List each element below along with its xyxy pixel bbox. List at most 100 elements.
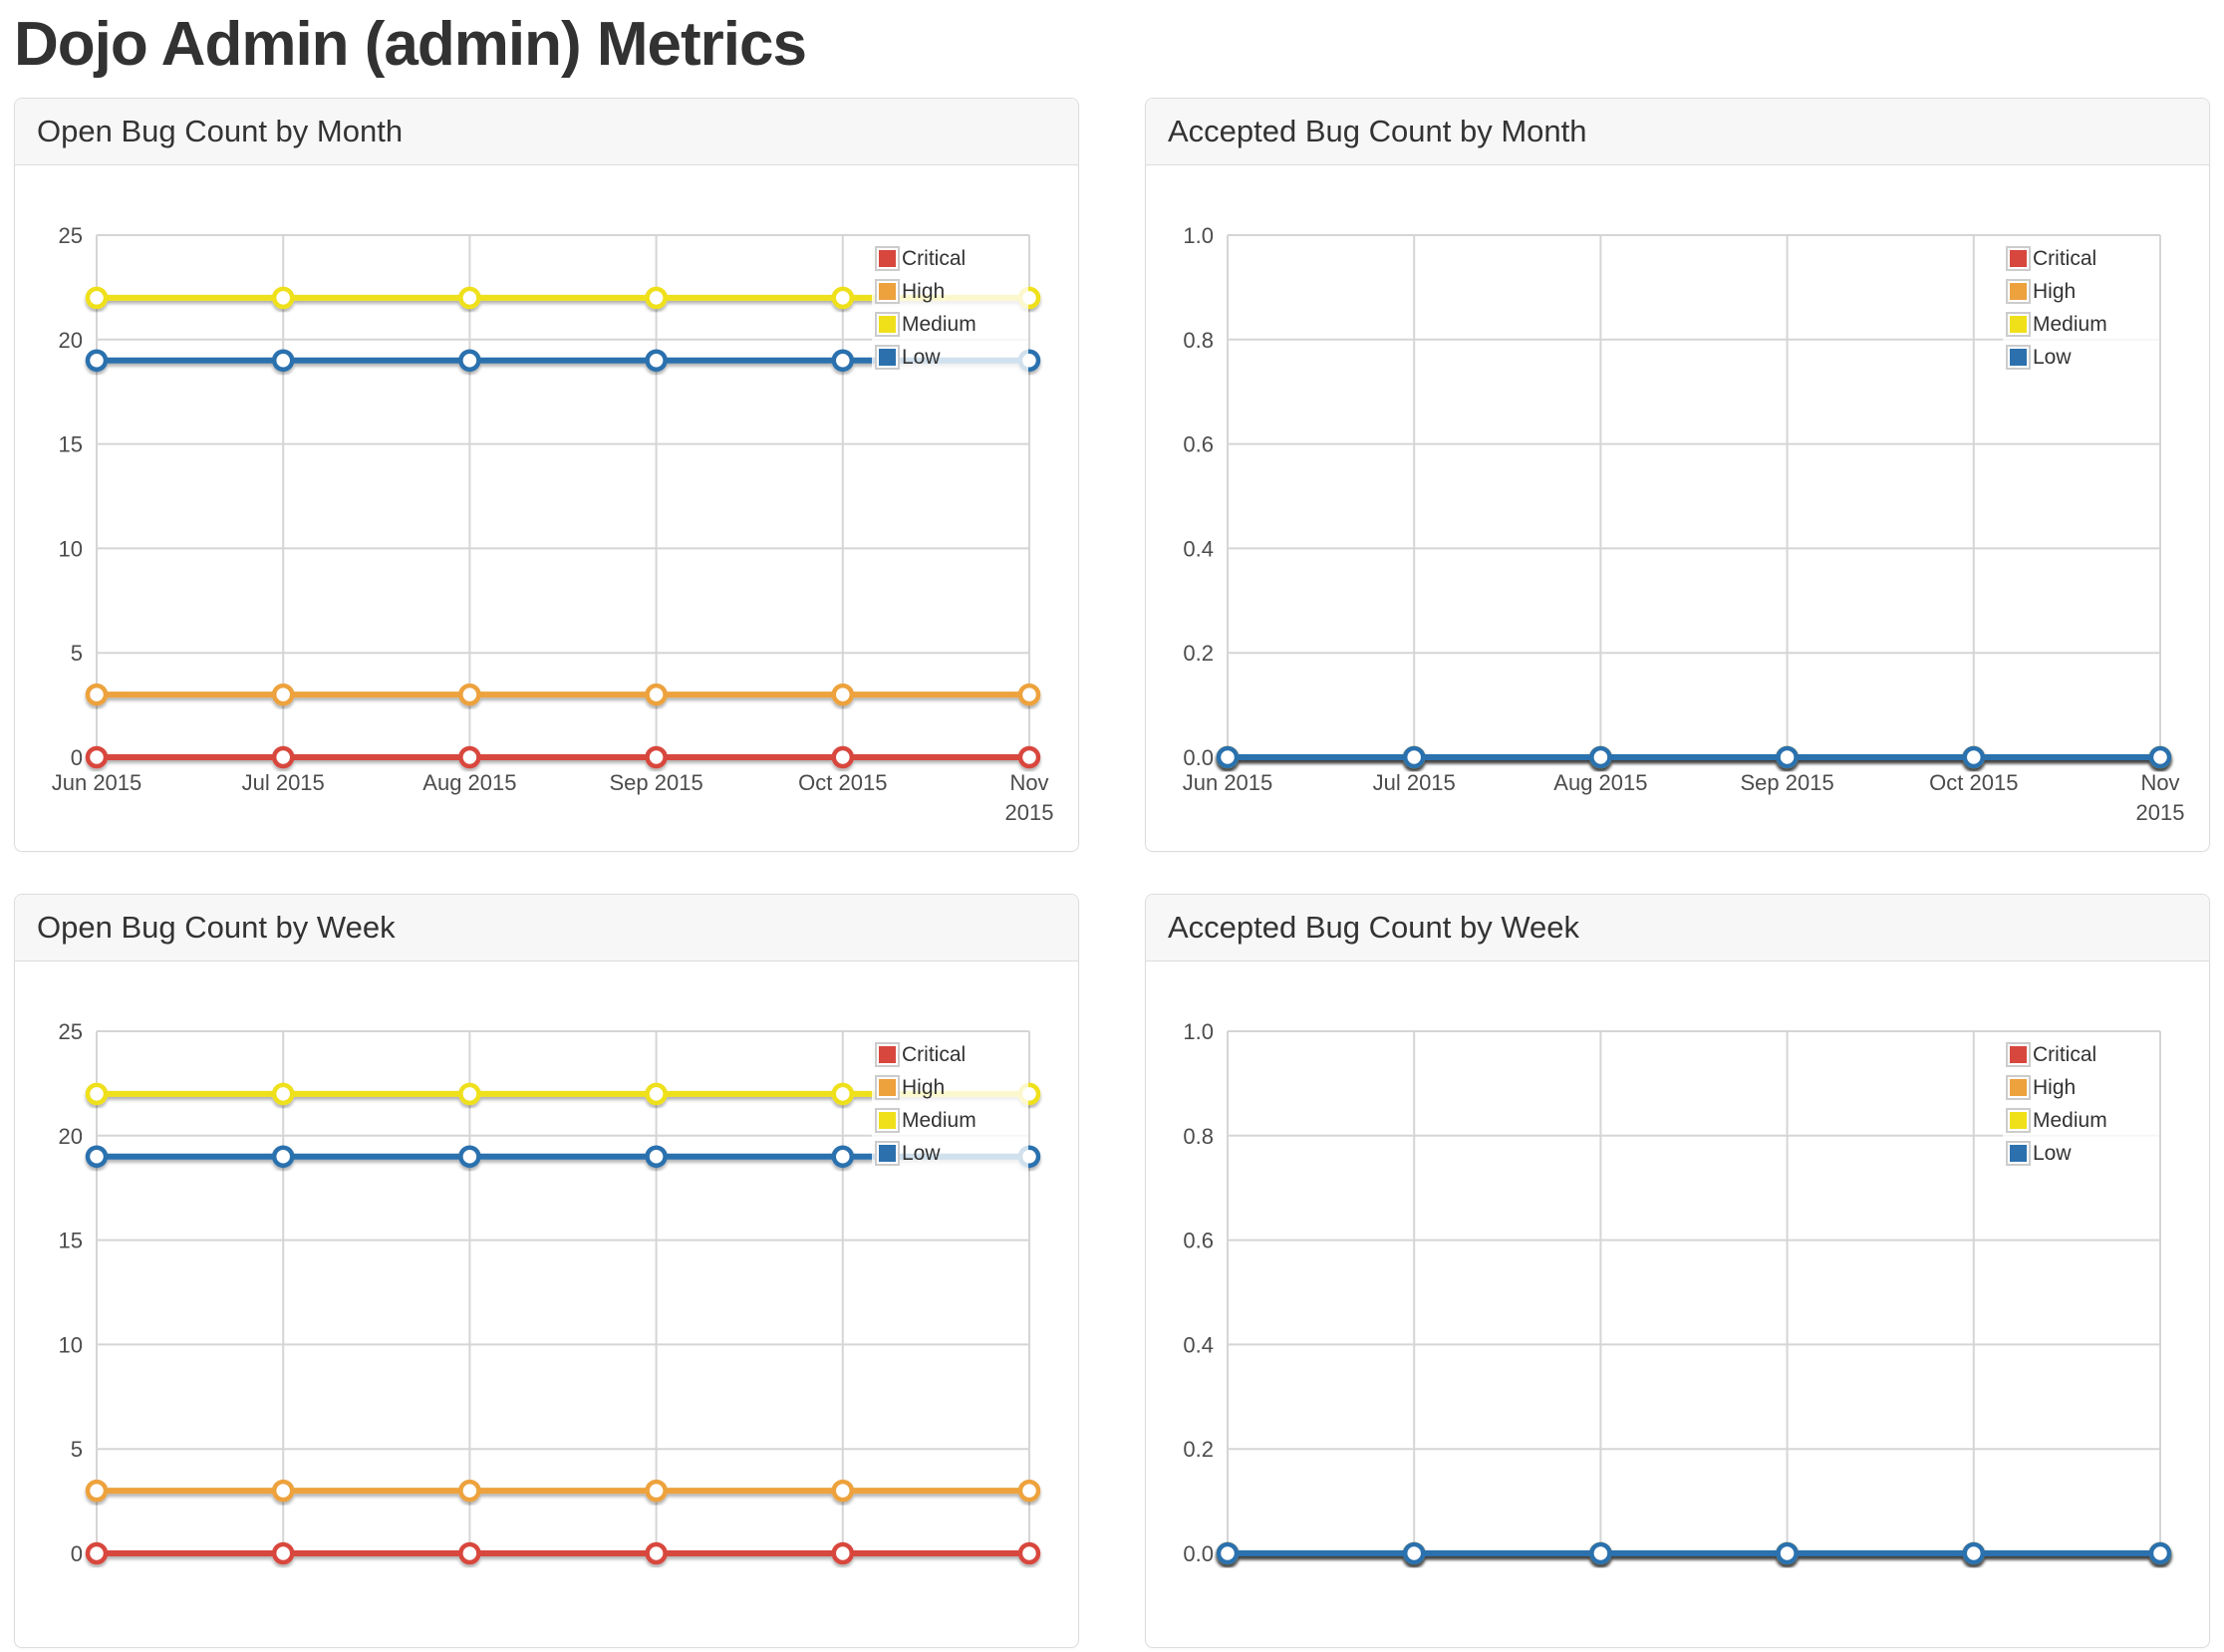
panel-body: 0.0 0.2 0.4 0.6 0.8 1.0 Critical High Medium Low	[1146, 962, 2209, 1647]
x-tick-label: 2015	[1005, 800, 1054, 825]
legend-item-low: Low	[875, 1137, 1020, 1170]
data-point-marker	[1216, 1541, 1240, 1565]
data-point-marker	[1017, 683, 1041, 706]
data-point-marker	[1962, 745, 1986, 769]
legend-label: Medium	[2033, 1108, 2107, 1132]
data-point-marker	[831, 1145, 855, 1169]
legend-swatch-critical-icon	[875, 246, 900, 271]
legend-swatch-low-icon	[875, 1141, 900, 1166]
data-point-marker	[2148, 1541, 2172, 1565]
series-low	[1216, 1541, 2172, 1565]
data-point-marker	[271, 1541, 295, 1565]
legend-item-high: High	[875, 1071, 1020, 1104]
y-tick-label: 1.0	[1183, 223, 1214, 248]
legend-item-high: High	[2006, 1071, 2151, 1104]
data-point-marker	[271, 745, 295, 769]
legend-item-medium: Medium	[2006, 308, 2151, 341]
legend-swatch-high-icon	[875, 279, 900, 304]
legend-item-critical: Critical	[2006, 242, 2151, 275]
legend-label: Medium	[2033, 312, 2107, 336]
data-point-marker	[1776, 745, 1799, 769]
series-critical	[85, 745, 1041, 769]
data-point-marker	[831, 1479, 855, 1503]
x-tick-label: Jun 2015	[52, 770, 142, 795]
legend-item-critical: Critical	[875, 242, 1020, 275]
data-point-marker	[645, 1145, 668, 1169]
legend-swatch-low-icon	[875, 345, 900, 370]
x-tick-label: Jul 2015	[242, 770, 325, 795]
x-tick-label: Sep 2015	[1740, 770, 1833, 795]
y-tick-label: 20	[59, 1124, 83, 1149]
data-point-marker	[85, 1541, 109, 1565]
x-tick-label: Oct 2015	[1929, 770, 2018, 795]
data-point-marker	[458, 745, 481, 769]
legend-swatch-high-icon	[2006, 279, 2031, 304]
chart-open-bug-count-by-week: 0 5 10 15 20 25 Critical High Medium Low	[29, 973, 1064, 1631]
legend-swatch-medium-icon	[2006, 1108, 2031, 1133]
panel-title: Accepted Bug Count by Month	[1146, 99, 2209, 165]
chart-open-bug-count-by-month: 0 5 10 15 20 25 Jun 2015 Jul 2015 Aug 2015 Sep 20…	[29, 177, 1064, 835]
charts-grid: Open Bug Count by Month 0 5 10 15 20 25 Jun 20…	[14, 98, 2210, 1648]
legend-label: High	[2033, 1075, 2077, 1099]
data-point-marker	[458, 683, 481, 706]
panel-title: Open Bug Count by Week	[15, 895, 1078, 962]
panel-body: 0 5 10 15 20 25 Critical High Medium Low	[15, 962, 1078, 1647]
series-low	[1216, 745, 2172, 769]
data-point-marker	[645, 1479, 668, 1503]
legend-swatch-medium-icon	[2006, 312, 2031, 337]
legend-label: Low	[2033, 1141, 2072, 1165]
legend-label: Critical	[2033, 1042, 2097, 1066]
legend-label: Low	[902, 345, 941, 369]
legend-label: Critical	[902, 246, 967, 270]
legend-item-high: High	[875, 275, 1020, 308]
legend-label: Low	[902, 1141, 941, 1165]
data-point-marker	[271, 1145, 295, 1169]
legend-label: High	[902, 279, 946, 303]
data-point-marker	[645, 349, 668, 373]
y-tick-label: 10	[59, 1332, 83, 1357]
data-point-marker	[85, 349, 109, 373]
legend-label: Medium	[902, 312, 976, 336]
panel-accepted-bug-count-by-month: Accepted Bug Count by Month 0.0 0.2 0.4 0.6…	[1145, 98, 2210, 852]
data-point-marker	[831, 745, 855, 769]
series-high	[85, 1479, 1041, 1503]
data-point-marker	[85, 1479, 109, 1503]
y-tick-label: 25	[59, 1019, 83, 1044]
data-point-marker	[271, 349, 295, 373]
data-point-marker	[85, 286, 109, 310]
y-tick-label: 5	[71, 641, 83, 666]
data-point-marker	[831, 286, 855, 310]
data-point-marker	[85, 745, 109, 769]
y-tick-label: 0.2	[1183, 1437, 1214, 1462]
panel-body: 0.0 0.2 0.4 0.6 0.8 1.0 Jun 2015 Jul 2015 Aug 20…	[1146, 165, 2209, 851]
data-point-marker	[458, 1082, 481, 1106]
data-point-marker	[645, 1541, 668, 1565]
x-tick-label: Aug 2015	[422, 770, 516, 795]
legend-swatch-medium-icon	[875, 1108, 900, 1133]
data-point-marker	[2148, 745, 2172, 769]
legend-item-low: Low	[2006, 341, 2151, 374]
legend-swatch-high-icon	[2006, 1075, 2031, 1100]
series-high	[85, 683, 1041, 706]
data-point-marker	[1017, 1479, 1041, 1503]
page-title: Dojo Admin (admin) Metrics	[14, 10, 807, 79]
data-point-marker	[1017, 1541, 1041, 1565]
data-point-marker	[458, 1479, 481, 1503]
data-point-marker	[271, 1082, 295, 1106]
chart-accepted-bug-count-by-month: 0.0 0.2 0.4 0.6 0.8 1.0 Jun 2015 Jul 2015 Aug 20…	[1160, 177, 2195, 835]
y-tick-label: 25	[59, 223, 83, 248]
legend-item-low: Low	[875, 341, 1020, 374]
y-tick-label: 0.0	[1183, 1541, 1214, 1566]
y-tick-label: 0.2	[1183, 641, 1214, 666]
data-point-marker	[1216, 745, 1240, 769]
y-tick-label: 10	[59, 536, 83, 561]
x-tick-label: Nov	[2140, 770, 2179, 795]
x-tick-label: Jul 2015	[1373, 770, 1456, 795]
y-tick-label: 1.0	[1183, 1019, 1214, 1044]
legend-swatch-critical-icon	[2006, 246, 2031, 271]
x-tick-label: 2015	[2136, 800, 2185, 825]
chart-accepted-bug-count-by-week: 0.0 0.2 0.4 0.6 0.8 1.0 Critical High Medium Low	[1160, 973, 2195, 1631]
legend-swatch-critical-icon	[2006, 1042, 2031, 1067]
data-point-marker	[1017, 745, 1041, 769]
